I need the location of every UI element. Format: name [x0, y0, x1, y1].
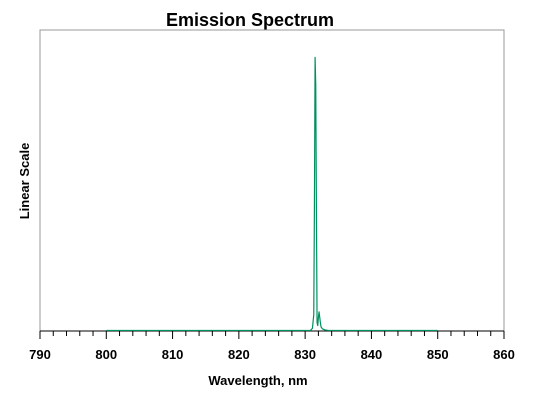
x-tick-label: 810 [162, 347, 184, 362]
x-tick-label: 830 [294, 347, 316, 362]
x-axis-ticks [39, 331, 505, 339]
series-line [106, 56, 438, 332]
x-tick-label: 820 [228, 347, 250, 362]
x-tick-label: 800 [95, 347, 117, 362]
x-axis-label: Wavelength, nm [208, 373, 307, 388]
y-axis-label: Linear Scale [17, 143, 32, 220]
x-tick-label: 860 [493, 347, 515, 362]
x-tick-label: 850 [427, 347, 449, 362]
series-layer [106, 56, 438, 332]
x-tick-label: 840 [361, 347, 383, 362]
plot-area [39, 29, 505, 332]
x-axis-tick-labels: 790 800 810 820 830 840 850 860 [29, 347, 515, 362]
chart-title: Emission Spectrum [166, 10, 334, 30]
x-tick-label: 790 [29, 347, 51, 362]
